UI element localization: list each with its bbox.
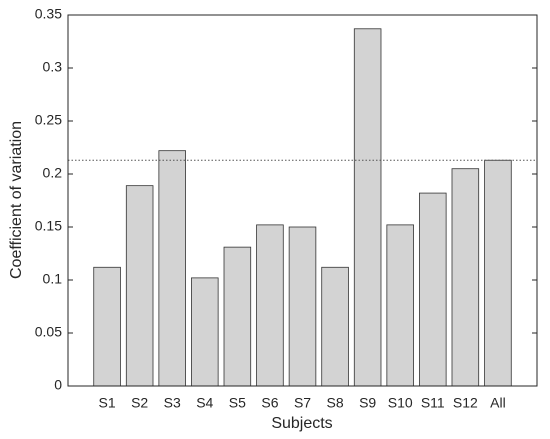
- y-tick-label: 0.15: [35, 218, 62, 234]
- x-tick-label: S2: [131, 395, 148, 411]
- bar: [256, 224, 284, 387]
- bar: [451, 168, 480, 387]
- bar: [93, 266, 121, 387]
- bar: [321, 266, 349, 387]
- x-tick-label: S12: [453, 395, 478, 411]
- x-tick-label: S3: [164, 395, 181, 411]
- x-tick-label: S4: [196, 395, 213, 411]
- y-tick-label: 0.25: [35, 112, 62, 128]
- bar: [353, 28, 382, 387]
- y-tick-label: 0.3: [43, 59, 63, 75]
- bar: [288, 226, 317, 387]
- y-tick-label: 0.1: [43, 271, 63, 287]
- bar: [223, 246, 252, 387]
- plot-frame: [67, 14, 538, 387]
- x-tick-label: S1: [99, 395, 116, 411]
- y-tick-label: 0.2: [43, 165, 63, 181]
- bar: [125, 185, 154, 387]
- bar: [484, 159, 512, 387]
- x-tick-label: S11: [421, 395, 445, 411]
- x-tick-label: S7: [294, 395, 311, 411]
- y-tick-label: 0.35: [35, 6, 62, 22]
- bar: [386, 224, 414, 387]
- y-tick-label: 0.05: [35, 324, 62, 340]
- x-axis-label: Subjects: [271, 415, 332, 432]
- y-axis-label: Coefficient of variation: [8, 121, 25, 279]
- x-tick-label: S9: [359, 395, 376, 411]
- x-tick-label: S5: [229, 395, 246, 411]
- x-tick-label: S8: [327, 395, 344, 411]
- y-tick-label: 0: [54, 377, 62, 393]
- x-tick-label: All: [490, 395, 506, 411]
- bar: [191, 277, 219, 387]
- bar: [419, 192, 447, 387]
- bar: [158, 150, 186, 387]
- x-tick-label: S6: [261, 395, 278, 411]
- x-tick-label: S10: [388, 395, 413, 411]
